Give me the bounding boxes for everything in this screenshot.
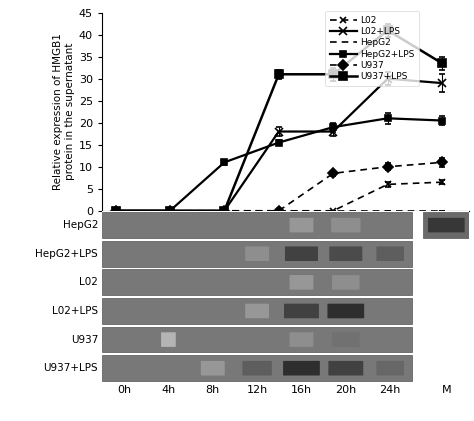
FancyBboxPatch shape <box>328 361 363 376</box>
Text: 8h: 8h <box>206 384 220 394</box>
Text: 0h: 0h <box>117 384 131 394</box>
Text: HepG2: HepG2 <box>63 220 98 230</box>
FancyBboxPatch shape <box>331 218 361 232</box>
Text: HepG2+LPS: HepG2+LPS <box>36 249 98 259</box>
FancyBboxPatch shape <box>284 304 319 318</box>
FancyBboxPatch shape <box>245 246 269 261</box>
Text: 20h: 20h <box>335 384 356 394</box>
Y-axis label: Relative expression of HMGB1
protein in the supernatant: Relative expression of HMGB1 protein in … <box>53 33 74 190</box>
Bar <box>423 212 469 238</box>
Text: 24h: 24h <box>380 384 401 394</box>
FancyBboxPatch shape <box>245 304 269 318</box>
FancyBboxPatch shape <box>332 332 360 347</box>
Text: U937: U937 <box>71 335 98 345</box>
FancyBboxPatch shape <box>290 218 313 232</box>
Text: 16h: 16h <box>291 384 312 394</box>
FancyBboxPatch shape <box>376 246 404 261</box>
FancyBboxPatch shape <box>285 246 318 261</box>
Bar <box>102 355 412 381</box>
FancyBboxPatch shape <box>328 304 364 318</box>
FancyBboxPatch shape <box>242 361 272 376</box>
FancyBboxPatch shape <box>376 361 404 376</box>
FancyBboxPatch shape <box>329 246 362 261</box>
Bar <box>102 298 412 324</box>
Bar <box>102 212 412 238</box>
Legend: L02, L02+LPS, HepG2, HepG2+LPS, U937, U937+LPS: L02, L02+LPS, HepG2, HepG2+LPS, U937, U9… <box>325 11 419 86</box>
Bar <box>102 241 412 266</box>
FancyBboxPatch shape <box>290 332 313 347</box>
Text: L02: L02 <box>79 277 98 288</box>
Bar <box>102 269 412 295</box>
Text: M: M <box>441 384 451 394</box>
FancyBboxPatch shape <box>428 218 465 232</box>
Text: U937+LPS: U937+LPS <box>44 363 98 373</box>
Text: L02+LPS: L02+LPS <box>52 306 98 316</box>
FancyBboxPatch shape <box>201 361 225 376</box>
Text: 12h: 12h <box>246 384 268 394</box>
Bar <box>102 327 412 352</box>
Text: 4h: 4h <box>161 384 175 394</box>
FancyBboxPatch shape <box>290 275 313 290</box>
FancyBboxPatch shape <box>283 361 320 376</box>
FancyBboxPatch shape <box>332 275 360 290</box>
FancyBboxPatch shape <box>161 332 176 347</box>
